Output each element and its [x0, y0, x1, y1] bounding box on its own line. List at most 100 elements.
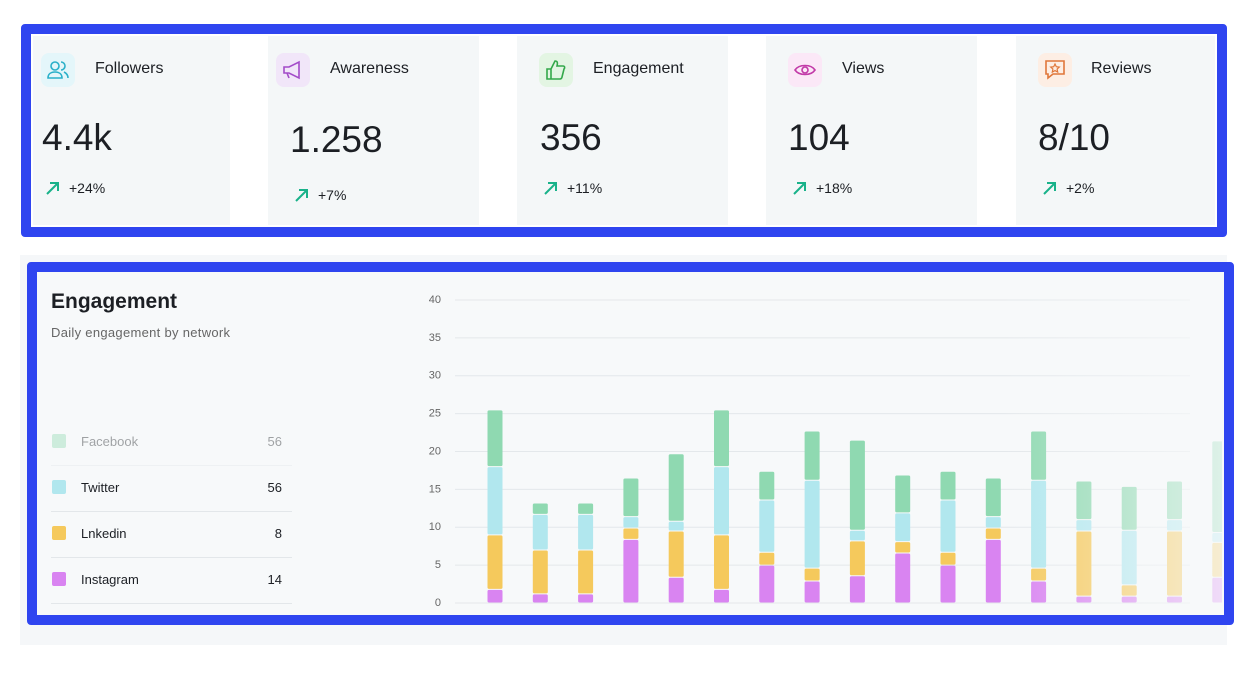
bar-segment [804, 431, 820, 480]
bar-segment [623, 539, 639, 603]
kpi-value: 1.258 [290, 119, 383, 160]
y-tick-label: 0 [435, 597, 441, 609]
legend-item: Instagram 14 [51, 557, 292, 604]
bar-segment [623, 528, 639, 539]
bar-segment [668, 531, 684, 577]
bar-segment [804, 568, 820, 581]
bar-segment [578, 550, 594, 594]
chart: 0 5 10 15 20 25 30 35 40 [429, 280, 1222, 613]
legend-total: 8 [274, 526, 282, 541]
bar-segment [668, 454, 684, 521]
kpi-value: 104 [788, 117, 850, 158]
bar-segment [532, 550, 548, 594]
legend-swatch [52, 572, 66, 586]
y-tick-label: 25 [429, 408, 441, 420]
bar-segment [532, 514, 548, 550]
bar-segment [940, 500, 956, 552]
fade-overlay [1000, 280, 1222, 613]
bar-segment [532, 594, 548, 603]
kpi-label: Reviews [1091, 60, 1152, 77]
bar-segment [759, 565, 775, 603]
bar-segment [985, 528, 1001, 539]
kpi-change: +11% [567, 180, 603, 196]
bar-segment [940, 552, 956, 565]
icon [1038, 53, 1072, 87]
y-tick-label: 10 [429, 521, 441, 533]
legend-label: Facebook [81, 434, 139, 449]
icon [539, 53, 573, 87]
legend-total: 56 [267, 480, 282, 495]
y-tick-label: 20 [429, 445, 441, 457]
bar-segment [668, 577, 684, 603]
bar-segment [895, 553, 911, 603]
legend-label: Lnkedin [81, 526, 127, 541]
legend-total: 14 [267, 572, 282, 587]
bar-segment [895, 542, 911, 553]
icon [276, 53, 310, 87]
bar-segment [849, 530, 865, 541]
bar-segment [849, 440, 865, 530]
legend-swatch [52, 480, 66, 494]
y-tick-label: 5 [435, 559, 441, 571]
y-tick-label: 15 [429, 483, 441, 495]
bar-segment [578, 503, 594, 514]
bar-segment [487, 535, 503, 589]
y-tick-label: 35 [429, 332, 441, 344]
kpi-value: 8/10 [1038, 117, 1111, 158]
bar-segment [985, 517, 1001, 528]
kpi-change: +2% [1066, 180, 1095, 196]
bar-segment [578, 594, 594, 603]
legend-item: Twitter 56 [51, 465, 292, 512]
legend-item: Facebook 56 [51, 419, 292, 466]
kpi-change: +18% [816, 180, 853, 196]
bar-segment [714, 467, 729, 535]
legend-label: Instagram [81, 572, 139, 587]
kpi-label: Awareness [330, 60, 409, 77]
bar-segment [714, 410, 729, 467]
bar-segment [759, 552, 775, 565]
kpi-change: +24% [69, 180, 106, 196]
bar-segment [940, 471, 956, 500]
bar-segment [487, 410, 503, 467]
bar-segment [759, 471, 775, 500]
bar-segment [668, 521, 684, 531]
bar-segment [487, 589, 503, 603]
icon [41, 53, 75, 87]
bar-segment [759, 500, 775, 552]
bar-segment [714, 535, 729, 589]
kpi-card: Engagement 356 +11% [517, 36, 728, 225]
icon [788, 53, 822, 87]
bar-segment [895, 475, 911, 513]
legend-label: Twitter [81, 480, 120, 495]
bar-segment [532, 503, 548, 514]
chart-title: Engagement [51, 290, 178, 313]
bar-segment [623, 517, 639, 528]
kpi-label: Views [842, 60, 885, 77]
kpi-label: Followers [95, 60, 164, 77]
bar-segment [940, 565, 956, 603]
legend-item: Lnkedin 8 [51, 511, 292, 558]
y-tick-label: 40 [429, 294, 441, 306]
legend-total: 56 [267, 434, 282, 449]
kpi-change: +7% [318, 187, 347, 203]
bar-segment [487, 467, 503, 535]
legend-swatch [52, 434, 66, 448]
bar-segment [895, 513, 911, 542]
bar-segment [849, 541, 865, 576]
kpi-value: 4.4k [42, 117, 112, 158]
bar-segment [985, 539, 1001, 603]
kpi-card: Reviews 8/10 +2% [1016, 36, 1215, 225]
legend-swatch [52, 526, 66, 540]
chart-subtitle: Daily engagement by network [51, 325, 231, 340]
bar-segment [849, 576, 865, 603]
kpi-card: Followers 4.4k +24% [33, 36, 230, 225]
bar-segment [804, 480, 820, 568]
bar-segment [804, 581, 820, 603]
bar-segment [623, 478, 639, 517]
bar-segment [578, 514, 594, 550]
kpi-card: Views 104 +18% [766, 36, 977, 225]
bar-segment [985, 478, 1001, 517]
bar-segment [714, 589, 729, 603]
kpi-value: 356 [540, 117, 602, 158]
